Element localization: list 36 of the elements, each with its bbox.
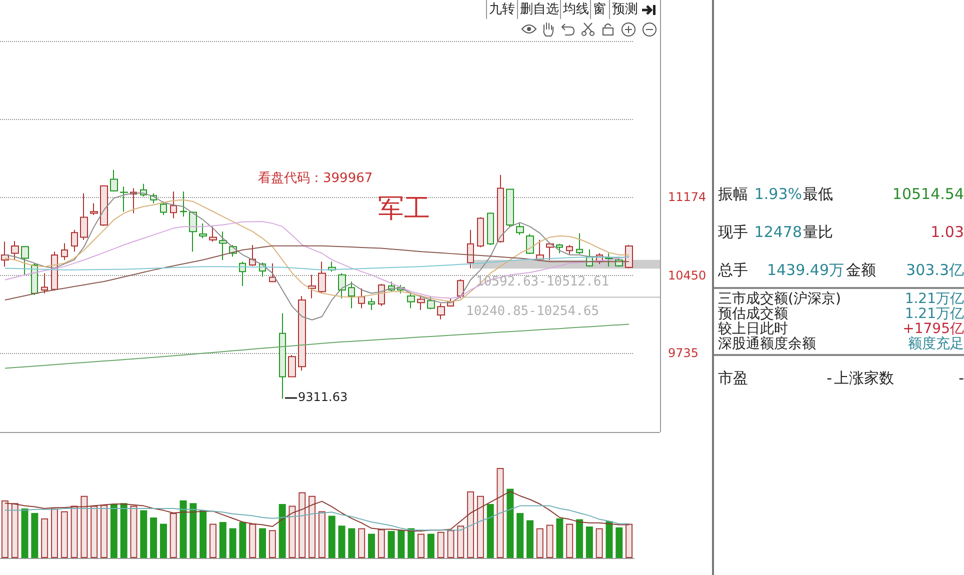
text: 深股通额度余额 bbox=[718, 335, 816, 353]
text: 1.21万亿 bbox=[904, 290, 964, 307]
annotation: 预测 bbox=[609, 0, 640, 19]
text: - bbox=[826, 369, 832, 387]
annotation: 9311.63 bbox=[298, 390, 348, 404]
text: - bbox=[958, 369, 964, 387]
annotation: 窗 bbox=[590, 0, 608, 19]
text: 1439.49万 bbox=[766, 261, 844, 279]
text: 预估成交额 bbox=[718, 306, 788, 322]
annotation: 九转 bbox=[486, 0, 517, 19]
band-label: 10240.85-10254.65 bbox=[466, 304, 600, 320]
text: +1795亿 bbox=[902, 320, 964, 337]
text: 上涨家数 bbox=[834, 369, 894, 387]
text: 现手 bbox=[718, 223, 748, 241]
text: 最低 bbox=[803, 185, 833, 203]
annotation: 均线 bbox=[560, 0, 591, 19]
text: 总手 bbox=[718, 261, 748, 279]
text: 三市成交额(沪深京) bbox=[718, 290, 841, 307]
text: 额度充足 bbox=[908, 335, 964, 353]
y-tick-label: 9735 bbox=[668, 346, 699, 360]
text: 市盈 bbox=[718, 369, 748, 387]
text: 12478 bbox=[754, 223, 802, 241]
text: 较上日此时 bbox=[718, 320, 788, 337]
text: 振幅 bbox=[718, 185, 748, 203]
text: 1.03 bbox=[930, 223, 964, 241]
text: 金额 bbox=[846, 261, 876, 279]
annotation: 看盘代码：399967 bbox=[258, 171, 373, 186]
text: 1.93% bbox=[754, 185, 802, 203]
text: 10514.54 bbox=[892, 185, 964, 203]
y-tick-label: 10450 bbox=[668, 268, 706, 282]
annotation: 删自选 bbox=[517, 0, 561, 19]
annotation: 军工 bbox=[378, 194, 430, 224]
text: 303.3亿 bbox=[906, 261, 964, 279]
text: 1.21万亿 bbox=[904, 305, 964, 322]
y-tick-label: 11174 bbox=[668, 190, 706, 204]
text: 量比 bbox=[803, 223, 833, 241]
